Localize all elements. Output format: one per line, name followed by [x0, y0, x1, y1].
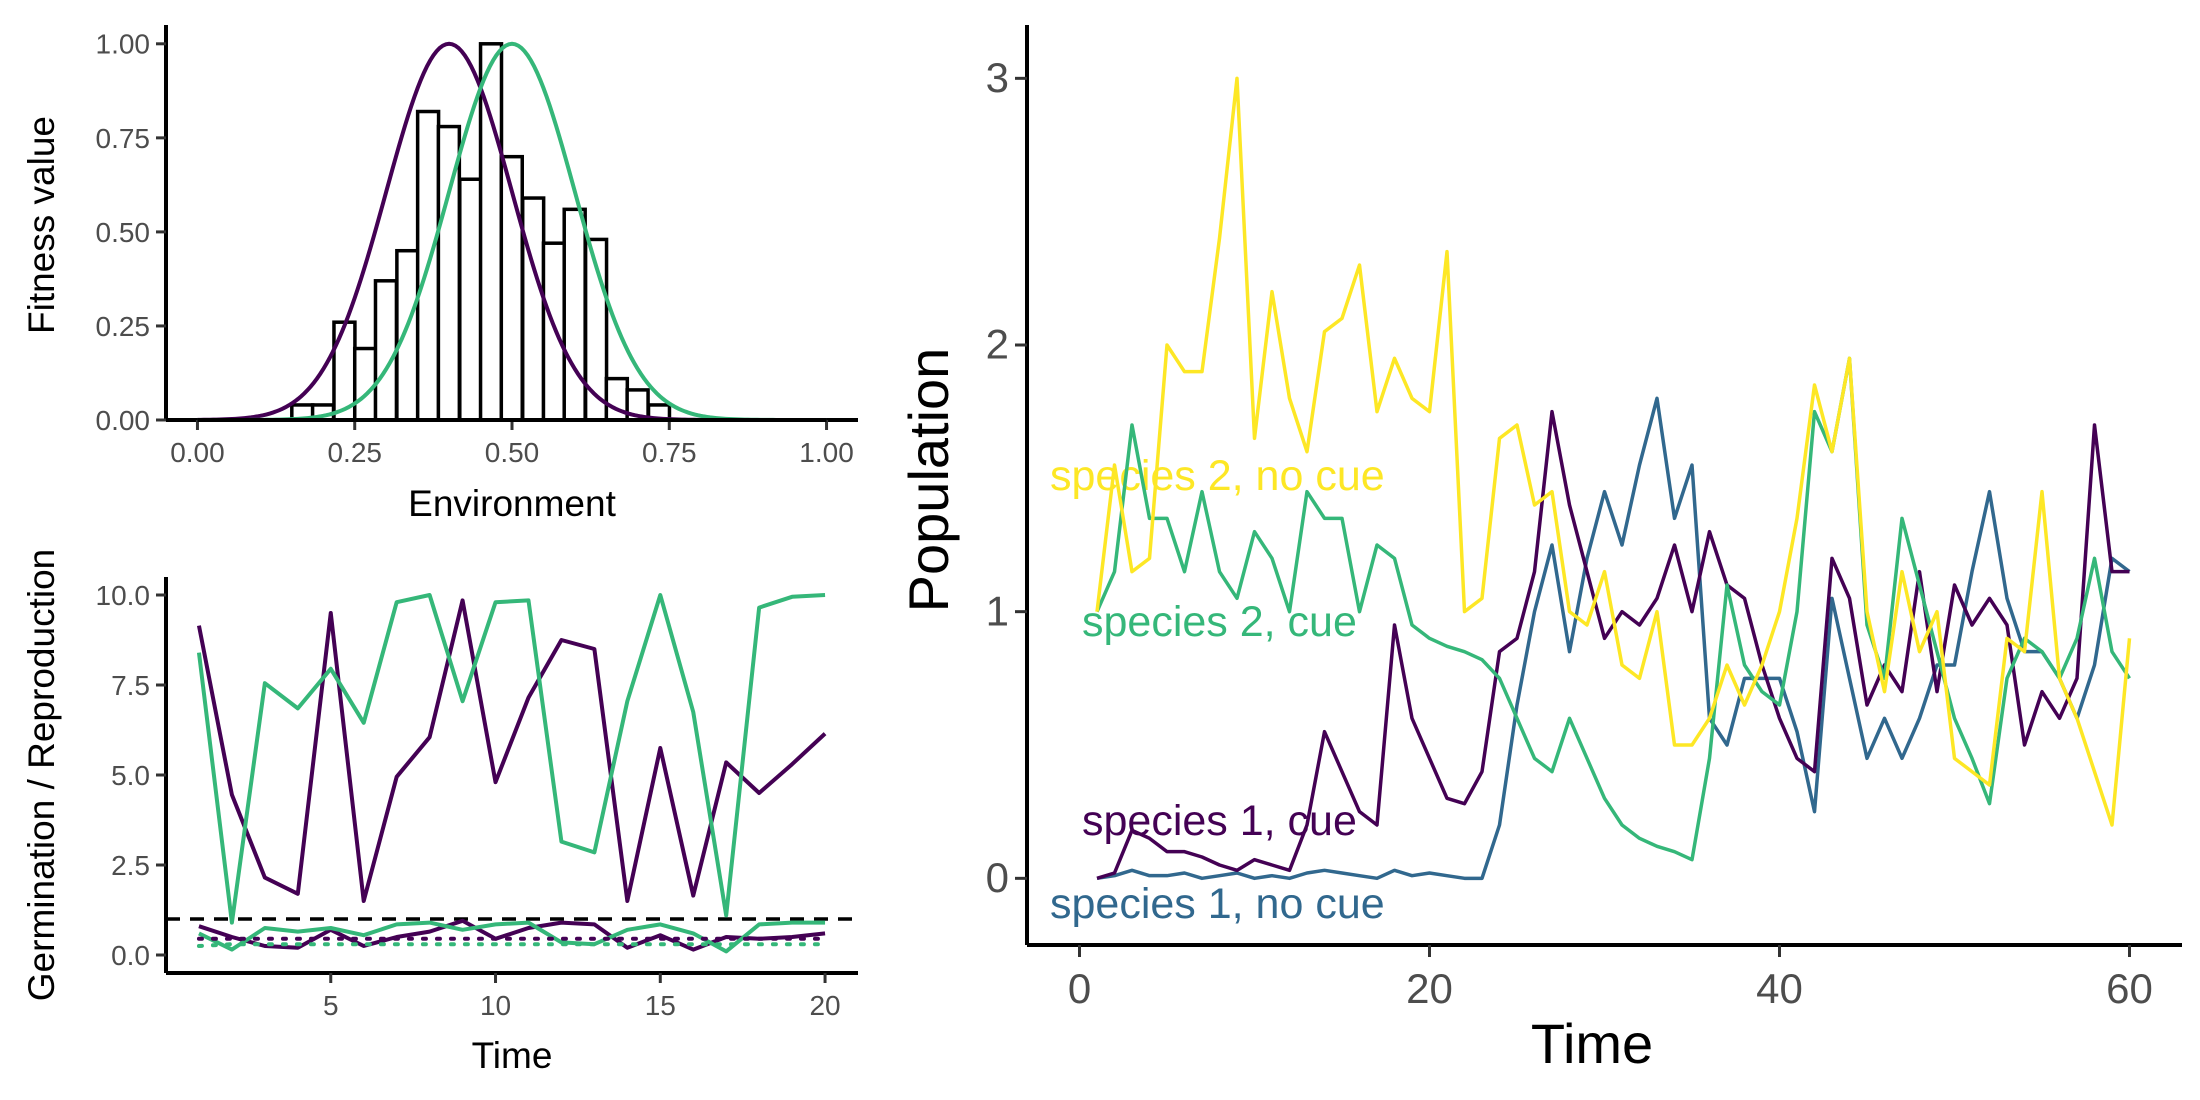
population-series-sp1_nocue [1096, 396, 2131, 881]
germination-y-tick-label: 5.0 [111, 760, 150, 791]
fitness-y-tick-label: 0.00 [96, 405, 151, 436]
fitness-y-tick-label: 0.25 [96, 311, 151, 342]
germination-x-tick-label: 15 [645, 990, 676, 1021]
population-y-axis-title: Population [897, 348, 960, 613]
fitness-x-tick-label: 1.00 [799, 437, 854, 468]
germination-y-tick-label: 2.5 [111, 850, 150, 881]
germination-y-tick-label: 10.0 [96, 580, 151, 611]
germination-series-0 [196, 598, 827, 903]
germination-panel: Time Germination / Reproduction 5 10 15 20 0… [21, 549, 858, 1076]
germination-x-tick-label: 20 [809, 990, 840, 1021]
fitness-y-tick-label: 1.00 [96, 29, 151, 60]
fitness-x-tick-label: 0.50 [485, 437, 540, 468]
fitness-y-tick-label: 0.50 [96, 217, 151, 248]
population-y-tick-label: 0 [986, 854, 1009, 901]
fitness-y-axis-title: Fitness value [21, 116, 62, 334]
fitness-x-tick-label: 0.00 [170, 437, 225, 468]
population-x-axis-title: Time [1531, 1012, 1653, 1075]
population-y-tick-label: 2 [986, 321, 1009, 368]
population-panel: Time Population species 2, no cue specie… [897, 25, 2182, 1075]
germination-x-tick-label: 5 [323, 990, 339, 1021]
population-x-tick-label: 60 [2106, 965, 2153, 1012]
histogram-bar [352, 346, 378, 422]
germination-y-axis-title: Germination / Reproduction [21, 549, 62, 1001]
germination-y-tick-label: 0.0 [111, 940, 150, 971]
germination-series-3 [198, 920, 826, 954]
fitness-panel: Environment Fitness value 0.00 0.25 0.50 0.… [21, 25, 858, 524]
population-x-tick-label: 40 [1756, 965, 1803, 1012]
germination-x-axis-title: Time [472, 1035, 553, 1076]
series-label-sp1-cue: species 1, cue [1082, 797, 1357, 845]
germination-series-1 [196, 593, 826, 925]
series-label-sp2-cue: species 2, cue [1082, 598, 1357, 646]
population-y-tick-label: 3 [986, 54, 1009, 101]
population-y-tick-label: 1 [986, 587, 1009, 634]
fitness-x-tick-label: 0.75 [642, 437, 697, 468]
germination-series-5 [196, 942, 828, 948]
fitness-y-tick-label: 0.75 [96, 123, 151, 154]
fitness-x-axis-title: Environment [408, 483, 616, 524]
germination-x-tick-label: 10 [480, 990, 511, 1021]
series-label-sp2-nocue: species 2, no cue [1050, 452, 1385, 500]
series-label-sp1-nocue: species 1, no cue [1050, 880, 1385, 928]
population-series-sp2_nocue [1095, 76, 2132, 827]
histogram-bar [373, 279, 399, 422]
germination-y-tick-label: 7.5 [111, 670, 150, 701]
histogram-bar [520, 196, 546, 422]
histogram-bar [562, 207, 587, 422]
population-x-tick-label: 20 [1406, 965, 1453, 1012]
histogram-bar [395, 248, 420, 422]
population-series-sp2 [1095, 356, 2131, 862]
fitness-x-tick-label: 0.25 [327, 437, 382, 468]
histogram-bar [458, 177, 483, 422]
histogram-bar [541, 241, 567, 422]
population-x-tick-label: 0 [1068, 965, 1091, 1012]
